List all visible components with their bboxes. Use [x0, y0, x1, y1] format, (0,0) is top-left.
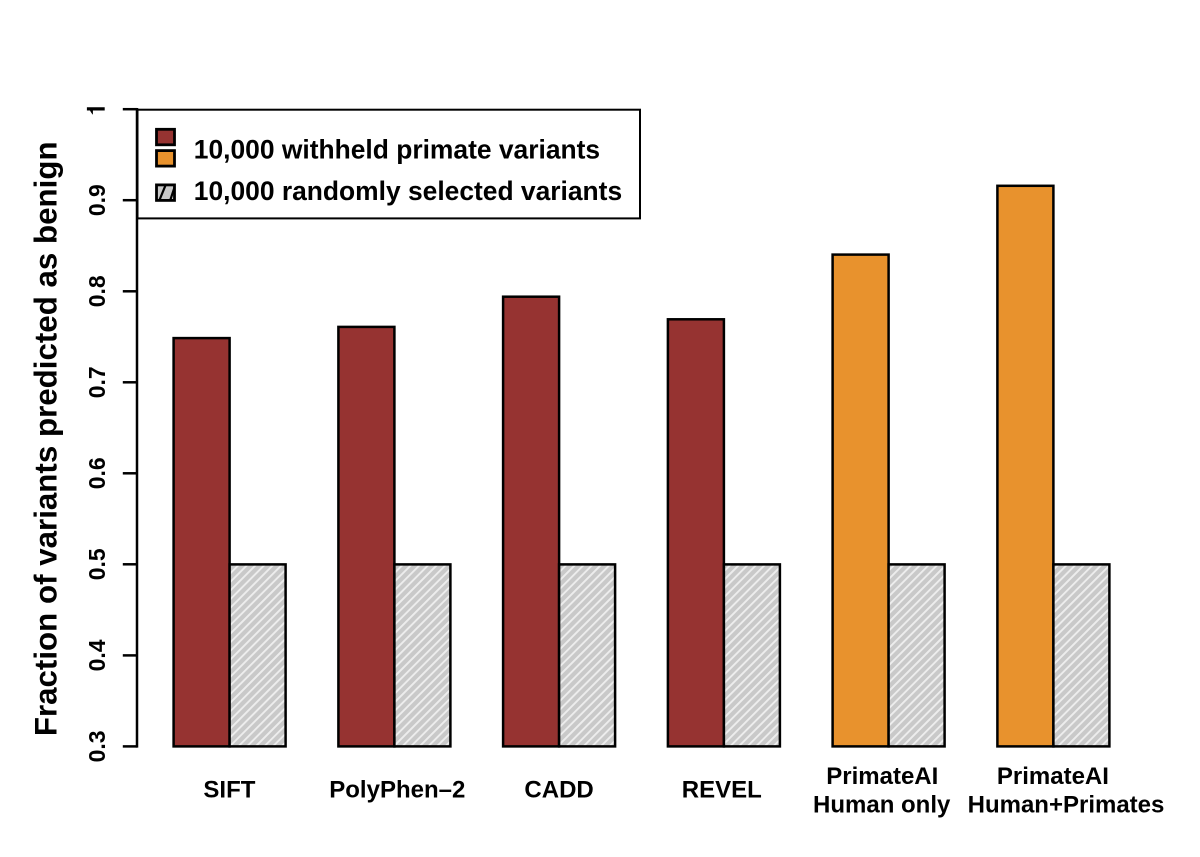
- svg-text:10,000 withheld primate varian: 10,000 withheld primate variants: [194, 135, 600, 165]
- svg-text:Human only: Human only: [813, 792, 951, 819]
- svg-text:PrimateAI: PrimateAI: [826, 763, 938, 790]
- svg-text:0.4: 0.4: [84, 639, 110, 671]
- svg-text:0.5: 0.5: [84, 548, 110, 580]
- svg-text:0.3: 0.3: [84, 730, 110, 762]
- svg-text:SIFT: SIFT: [203, 777, 255, 804]
- svg-text:PolyPhen–2: PolyPhen–2: [329, 777, 465, 804]
- svg-text:REVEL: REVEL: [682, 777, 762, 804]
- svg-text:Human+Primates: Human+Primates: [968, 792, 1165, 819]
- svg-text:0.8: 0.8: [84, 275, 110, 307]
- svg-text:CADD: CADD: [524, 777, 593, 804]
- svg-text:10,000 randomly selected varia: 10,000 randomly selected variants: [194, 176, 622, 206]
- svg-text:0.7: 0.7: [84, 366, 110, 398]
- svg-text:Fraction of variants predicted: Fraction of variants predicted as benign: [29, 141, 64, 736]
- svg-text:PrimateAI: PrimateAI: [997, 763, 1109, 790]
- svg-text:0.6: 0.6: [84, 457, 110, 489]
- svg-text:0.9: 0.9: [84, 184, 110, 216]
